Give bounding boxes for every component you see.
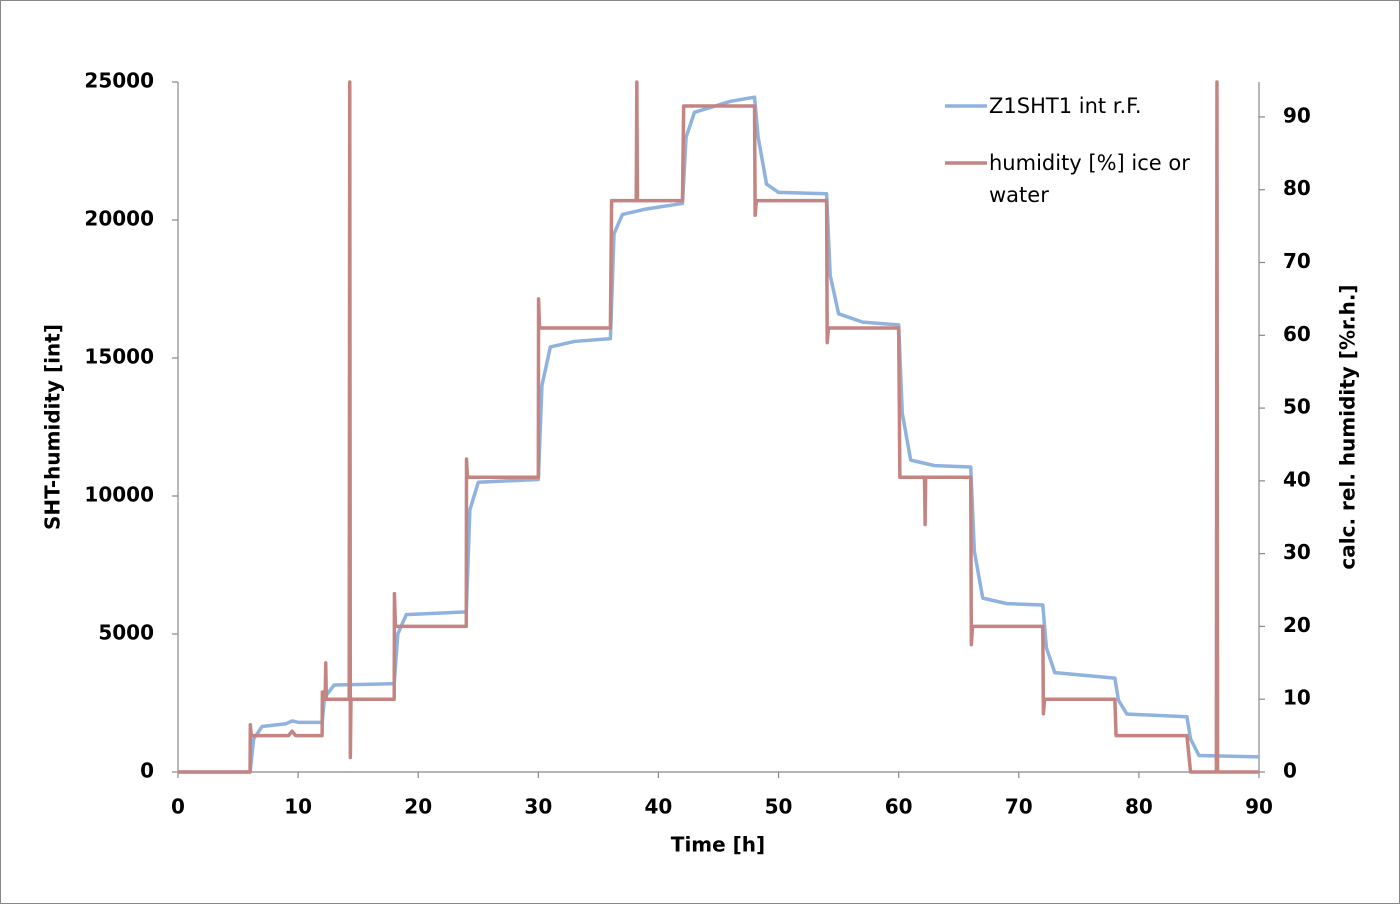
legend-label: Z1SHT1 int r.F. <box>989 94 1142 118</box>
x-tick-label: 90 <box>1245 795 1273 819</box>
x-tick-label: 30 <box>524 795 552 819</box>
y2-tick-label: 70 <box>1283 249 1311 273</box>
x-axis-label: Time [h] <box>671 833 765 857</box>
y-tick-label: 0 <box>140 759 154 783</box>
y2-tick-label: 20 <box>1283 613 1311 637</box>
y2-tick-label: 40 <box>1283 467 1311 491</box>
y2-tick-label: 60 <box>1283 322 1311 346</box>
x-tick-label: 80 <box>1125 795 1153 819</box>
x-tick-label: 40 <box>645 795 673 819</box>
y2-tick-label: 0 <box>1283 759 1297 783</box>
y2-tick-label: 10 <box>1283 686 1311 710</box>
y2-tick-label: 80 <box>1283 176 1311 200</box>
x-tick-label: 50 <box>765 795 793 819</box>
x-tick-label: 10 <box>284 795 312 819</box>
y-tick-label: 20000 <box>84 207 154 231</box>
y2-tick-label: 50 <box>1283 395 1311 419</box>
x-tick-label: 60 <box>885 795 913 819</box>
y-tick-label: 25000 <box>84 69 154 93</box>
x-tick-label: 0 <box>171 795 185 819</box>
legend-label: humidity [%] ice or water <box>989 151 1190 207</box>
y2-tick-label: 90 <box>1283 103 1311 127</box>
y-axis-label: SHT-humidity [int] <box>41 324 65 530</box>
y2-axis-label: calc. rel. humidity [%r.h.] <box>1336 284 1360 569</box>
y-tick-label: 10000 <box>84 483 154 507</box>
y-tick-label: 5000 <box>98 621 154 645</box>
y-tick-label: 15000 <box>84 345 154 369</box>
x-tick-label: 20 <box>404 795 432 819</box>
y2-tick-label: 30 <box>1283 540 1311 564</box>
x-tick-label: 70 <box>1005 795 1033 819</box>
series-line <box>178 80 1259 774</box>
